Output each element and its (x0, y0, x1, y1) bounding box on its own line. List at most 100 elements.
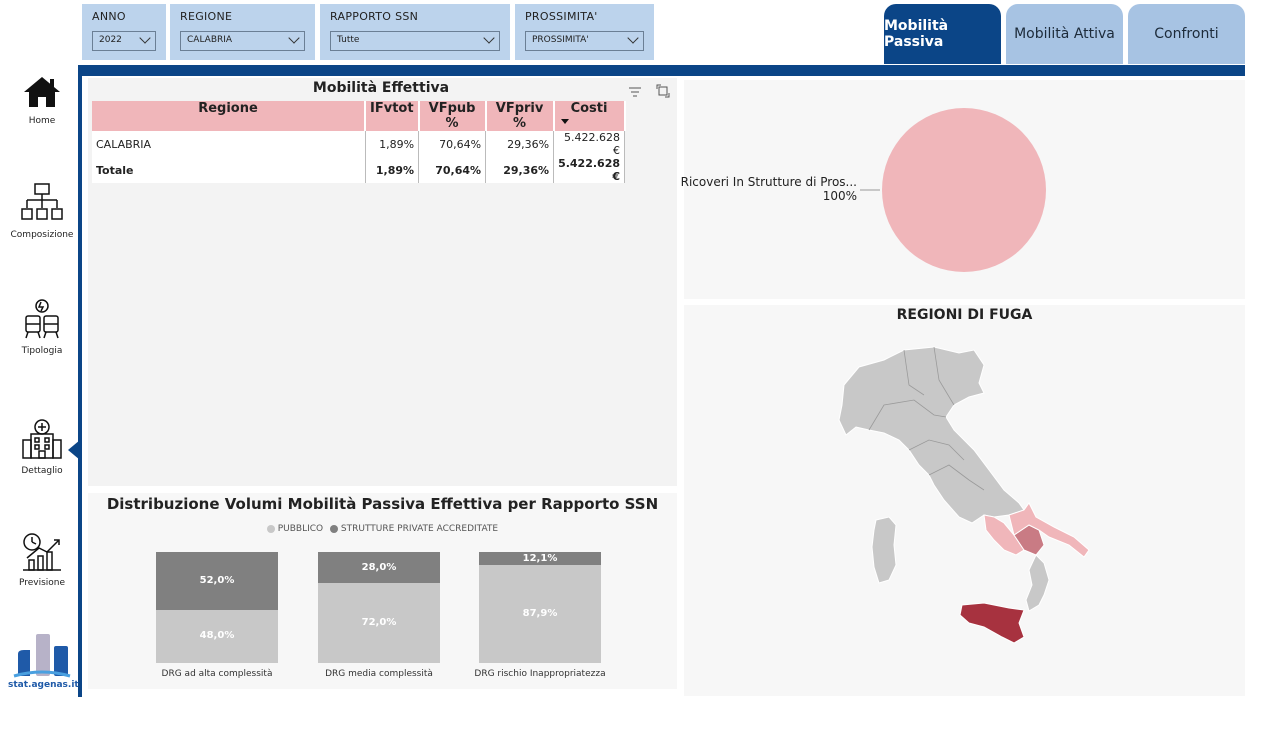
transport-icon (25, 299, 59, 339)
map-region-calabria[interactable] (1025, 554, 1050, 612)
filter-anno-label: ANNO (92, 10, 126, 23)
bar-segment-pubblico[interactable]: 48,0% (156, 609, 278, 663)
map-region-sicilia[interactable] (959, 602, 1025, 644)
category-label: DRG rischio Inappropriatezza (474, 669, 606, 679)
table-title: Mobilità Effettiva (312, 80, 450, 96)
nav-home[interactable]: Home (8, 74, 76, 126)
chevron-down-icon (139, 32, 151, 44)
active-page-indicator (68, 440, 80, 460)
mobilita-table: Regione IFvtot VFpub % VFpriv % Costi CA… (92, 101, 626, 183)
bar-segment-pubblico[interactable]: 87,9% (479, 565, 601, 663)
filter-prossimita: PROSSIMITA' PROSSIMITA' (515, 4, 654, 60)
pie-label-name: Ricoveri In Strutture di Pros... (680, 175, 857, 189)
home-icon (24, 77, 60, 107)
legend-dot-pubblico (266, 524, 275, 533)
nav-previsione[interactable]: Previsione (8, 532, 76, 588)
pie-slice-ricoveri[interactable] (882, 108, 1046, 272)
bar-label-private: 52,0% (199, 574, 235, 586)
table-header-row: Regione IFvtot VFpub % VFpriv % Costi (92, 101, 626, 131)
category-label: DRG media complessità (325, 669, 433, 679)
col-header-regione[interactable]: Regione (92, 101, 366, 131)
legend-label-private[interactable]: STRUTTURE PRIVATE ACCREDITATE (340, 524, 499, 534)
cell-regione: Totale (92, 157, 366, 183)
filter-anno-value: 2022 (99, 35, 122, 45)
sort-desc-icon (560, 119, 569, 124)
chart-title: Distribuzione Volumi Mobilità Passiva Ef… (106, 495, 659, 513)
map-region-puglia[interactable] (1008, 502, 1090, 558)
chevron-down-icon (627, 32, 639, 44)
bar-area: 52,0% 48,0% DRG ad alta complessità 28,0% 72… (88, 493, 677, 689)
pie-label-pct: 100% (822, 189, 857, 203)
bar-label-private: 12,1% (522, 552, 558, 564)
bar-segment-pubblico[interactable]: 72,0% (318, 583, 440, 663)
bar-column: 28,0% 72,0% (318, 552, 440, 663)
agenas-logo: stat.agenas.it (8, 632, 79, 690)
hierarchy-icon (21, 183, 63, 220)
bar-segment-private[interactable]: 12,1% (479, 552, 601, 566)
filter-rapporto-dropdown[interactable]: Tutte (330, 31, 500, 51)
cell-vfpriv: 29,36% (485, 157, 555, 183)
legend-dot-private (330, 524, 339, 533)
bar-segment-private[interactable]: 28,0% (318, 552, 440, 584)
map-region-campania[interactable] (983, 514, 1025, 556)
filter-rapporto-ssn: RAPPORTO SSN Tutte (320, 4, 510, 60)
pie-label: Ricoveri In Strutture di Pros... 100% (681, 175, 857, 203)
bar-label-private: 28,0% (361, 561, 397, 573)
col-header-vfpub[interactable]: VFpub % (418, 101, 487, 131)
nav-tipologia-label: Tipologia (21, 346, 63, 356)
bar-segment-private[interactable]: 52,0% (156, 552, 278, 610)
cell-regione: CALABRIA (92, 131, 366, 157)
chevron-down-icon (483, 32, 495, 44)
cell-ifvtot: 1,89% (365, 157, 420, 183)
tab-mobilita-attiva[interactable]: Mobilità Attiva (1006, 4, 1123, 64)
hospital-icon (22, 419, 62, 459)
col-header-vfpriv[interactable]: VFpriv % (485, 101, 555, 131)
forecast-chart-icon (23, 533, 61, 571)
map-region-sardegna[interactable] (871, 516, 897, 584)
filter-anno-dropdown[interactable]: 2022 (92, 31, 156, 51)
cell-costi: 5.422.628 € (553, 157, 625, 183)
header-divider (80, 65, 1245, 76)
chart-legend: PUBBLICO STRUTTURE PRIVATE ACCREDITATE (88, 524, 677, 534)
tab-confronti[interactable]: Confronti (1128, 4, 1245, 64)
filter-prossimita-dropdown[interactable]: PROSSIMITA' (525, 31, 644, 51)
cell-vfpub: 70,64% (418, 131, 487, 157)
filter-rapporto-label: RAPPORTO SSN (330, 10, 419, 23)
nav-dettaglio[interactable]: Dettaglio (8, 418, 76, 476)
map-title: REGIONI DI FUGA (896, 307, 1033, 323)
bar-column: 12,1% 87,9% (479, 552, 601, 663)
focus-mode-icon[interactable] (656, 83, 670, 98)
nav-tipologia[interactable]: Tipologia (8, 298, 76, 356)
bar-column: 52,0% 48,0% (156, 552, 278, 663)
cell-costi: 5.422.628 € (553, 131, 625, 157)
filter-icon[interactable] (628, 83, 642, 97)
bar-label-pubblico: 87,9% (522, 608, 558, 620)
agenas-logo-icon (13, 634, 71, 678)
map-region-north-center[interactable] (838, 346, 1025, 524)
pie-chart (860, 108, 1046, 272)
category-label: DRG ad alta complessità (161, 669, 273, 679)
filter-regione: REGIONE CALABRIA (170, 4, 315, 60)
map-panel: REGIONI DI FUGA (684, 305, 1245, 696)
filter-prossimita-value: PROSSIMITA' (532, 35, 589, 45)
filter-regione-dropdown[interactable]: CALABRIA (180, 31, 305, 51)
agenas-logo-text: stat.agenas.it (8, 680, 79, 690)
cell-vfpriv: 29,36% (485, 131, 555, 157)
legend-label-pubblico[interactable]: PUBBLICO (277, 524, 324, 534)
nav-home-label: Home (28, 116, 56, 126)
filter-rapporto-value: Tutte (337, 35, 360, 45)
tab-mobilita-passiva[interactable]: Mobilità Passiva (884, 4, 1001, 64)
pie-panel: Ricoveri In Strutture di Pros... 100% (681, 80, 1245, 299)
col-header-costi[interactable]: Costi (553, 101, 626, 131)
nav-dettaglio-label: Dettaglio (21, 466, 63, 476)
bar-label-pubblico: 72,0% (361, 617, 397, 629)
col-header-ifvtot[interactable]: IFvtot (365, 101, 420, 131)
table-total-row: Totale 1,89% 70,64% 29,36% 5.422.628 € (92, 157, 625, 183)
cell-vfpub: 70,64% (418, 157, 487, 183)
nav-composizione[interactable]: Composizione (8, 182, 76, 240)
nav-previsione-label: Previsione (18, 578, 66, 588)
filter-anno: ANNO 2022 (82, 4, 166, 60)
filter-regione-label: REGIONE (180, 10, 233, 23)
stacked-bar-panel: Distribuzione Volumi Mobilità Passiva Ef… (88, 493, 677, 689)
mobilita-effettiva-panel: Mobilità Effettiva Regione IFvtot VFpub … (88, 78, 677, 486)
